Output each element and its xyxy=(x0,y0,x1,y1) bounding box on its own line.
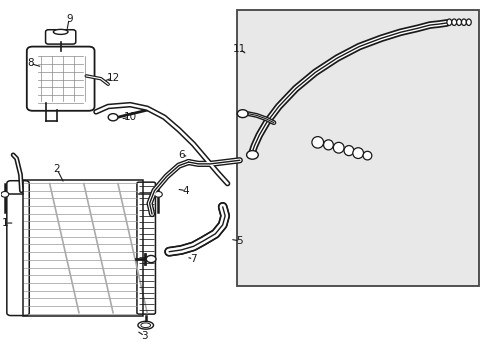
Ellipse shape xyxy=(333,142,344,153)
Ellipse shape xyxy=(456,19,461,26)
Ellipse shape xyxy=(461,19,466,26)
Text: 3: 3 xyxy=(141,331,148,341)
Ellipse shape xyxy=(344,145,353,156)
Circle shape xyxy=(108,114,118,121)
Ellipse shape xyxy=(466,19,470,26)
Ellipse shape xyxy=(311,136,323,148)
Text: 7: 7 xyxy=(190,254,196,264)
FancyBboxPatch shape xyxy=(27,46,94,111)
Ellipse shape xyxy=(362,151,371,160)
Ellipse shape xyxy=(138,321,153,329)
Bar xyxy=(23,180,143,316)
Text: 4: 4 xyxy=(183,186,189,196)
Text: 2: 2 xyxy=(54,164,60,174)
Text: 6: 6 xyxy=(178,150,184,160)
Ellipse shape xyxy=(53,30,68,35)
Ellipse shape xyxy=(352,148,363,158)
Circle shape xyxy=(246,150,258,159)
Circle shape xyxy=(154,192,162,197)
Ellipse shape xyxy=(451,19,456,26)
Circle shape xyxy=(237,110,247,118)
Bar xyxy=(23,180,143,316)
Text: 10: 10 xyxy=(123,112,137,122)
Ellipse shape xyxy=(446,19,451,26)
Ellipse shape xyxy=(323,140,333,150)
Circle shape xyxy=(146,256,156,263)
Text: 12: 12 xyxy=(106,73,120,83)
Text: 8: 8 xyxy=(27,58,34,68)
Text: 9: 9 xyxy=(66,14,72,24)
Text: 11: 11 xyxy=(233,44,246,54)
FancyBboxPatch shape xyxy=(137,182,155,314)
Circle shape xyxy=(1,192,9,197)
Text: 1: 1 xyxy=(1,218,8,228)
FancyBboxPatch shape xyxy=(45,30,76,44)
Ellipse shape xyxy=(141,323,150,328)
FancyBboxPatch shape xyxy=(7,181,29,316)
Text: 5: 5 xyxy=(236,236,243,246)
Bar xyxy=(237,10,478,286)
